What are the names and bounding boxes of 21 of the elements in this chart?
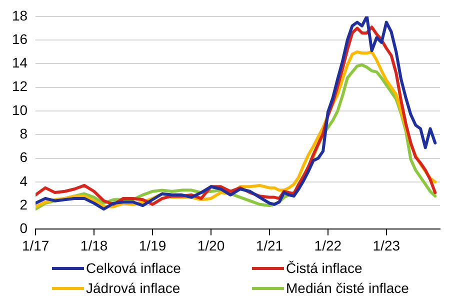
- y-tick-label: 8: [20, 125, 28, 142]
- x-tick-label: 1/22: [314, 237, 342, 254]
- x-tick-label: 1/20: [197, 237, 225, 254]
- y-tick-label: 4: [20, 172, 28, 189]
- y-tick-label: 0: [20, 220, 28, 236]
- x-tick-label: 1/21: [256, 237, 284, 254]
- legend-label: Čistá inflace: [286, 259, 362, 278]
- y-tick-label: 14: [12, 54, 28, 71]
- x-tick-label: 1/23: [372, 237, 400, 254]
- x-tick-label: 1/19: [138, 237, 166, 254]
- y-tick-label: 6: [20, 149, 28, 166]
- y-tick-label: 10: [12, 102, 28, 118]
- legend-label: Jádrová inflace: [86, 279, 180, 298]
- legend-label: Celková inflace: [86, 259, 181, 278]
- x-tick-label: 1/17: [22, 237, 50, 254]
- y-tick-label: 12: [12, 78, 28, 94]
- y-tick-label: 16: [12, 30, 28, 47]
- x-tick-label: 1/18: [80, 237, 108, 254]
- y-tick-label: 18: [12, 7, 28, 24]
- legend-label: Medián čisté inflace: [286, 279, 409, 298]
- y-tick-label: 2: [20, 196, 28, 212]
